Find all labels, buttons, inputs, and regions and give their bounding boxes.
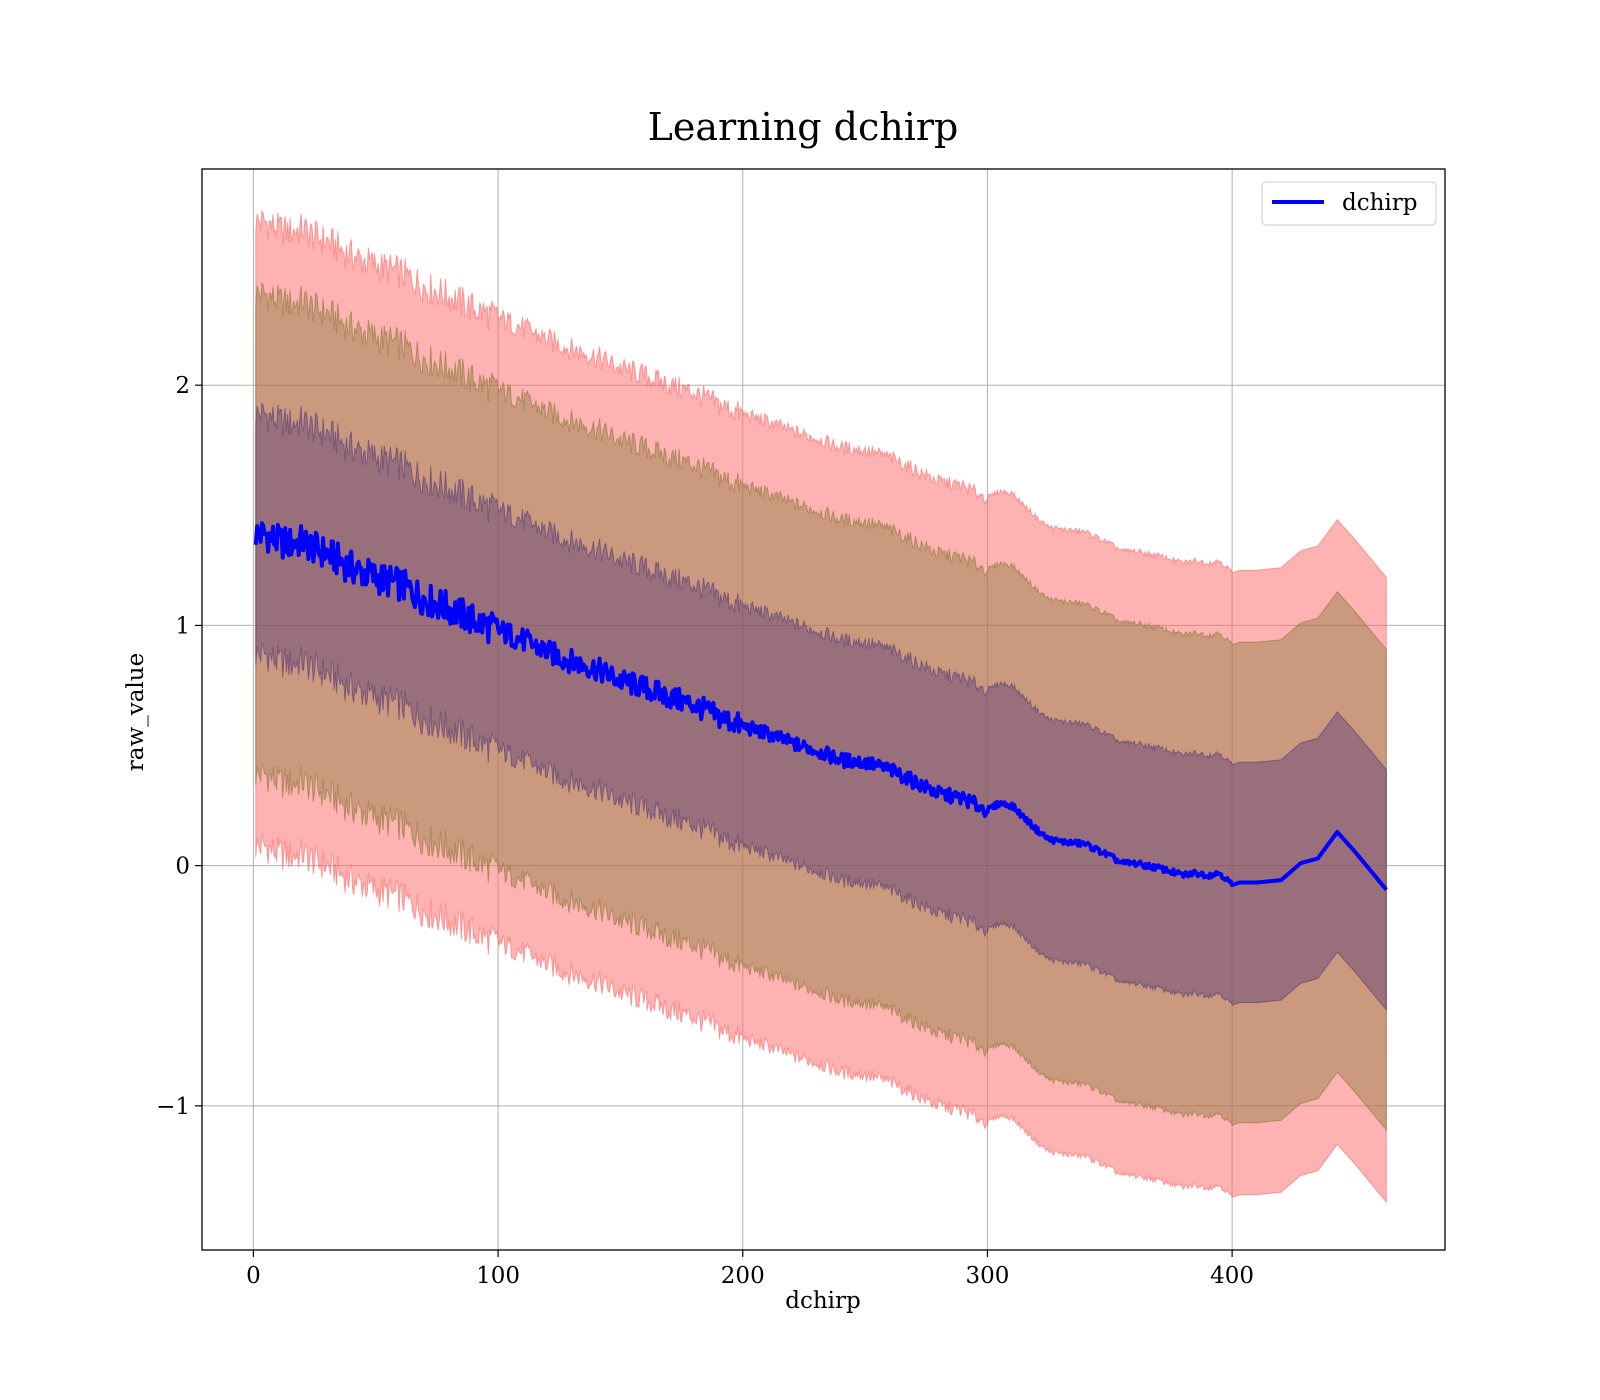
y-tick-label: 1	[175, 613, 190, 639]
legend-label-dchirp: dchirp	[1342, 190, 1418, 216]
x-axis-label: dchirp	[785, 1288, 861, 1314]
confidence-band-2	[255, 281, 1387, 1132]
confidence-band-1	[255, 209, 1387, 1204]
y-axis-label: raw_value	[123, 653, 149, 771]
x-tick-label: 300	[965, 1263, 1009, 1289]
legend: dchirp	[1261, 181, 1437, 226]
confidence-band-3	[255, 401, 1387, 1012]
y-tick-label: 2	[175, 373, 190, 399]
x-tick-label: 400	[1210, 1263, 1254, 1289]
y-tick-label: −1	[156, 1094, 190, 1120]
x-tick-label: 100	[476, 1263, 520, 1289]
y-tick-label: 0	[175, 854, 190, 880]
chart-title: Learning dchirp	[648, 105, 959, 149]
axes-frame	[201, 168, 1446, 1251]
legend-box	[1261, 181, 1437, 226]
plot-area: 0 100 200 300 400 −1 0 1 2	[156, 168, 1446, 1289]
x-tick-label: 200	[721, 1263, 765, 1289]
series-line-dchirp	[253, 521, 1388, 891]
x-tick-label: 0	[246, 1263, 261, 1289]
